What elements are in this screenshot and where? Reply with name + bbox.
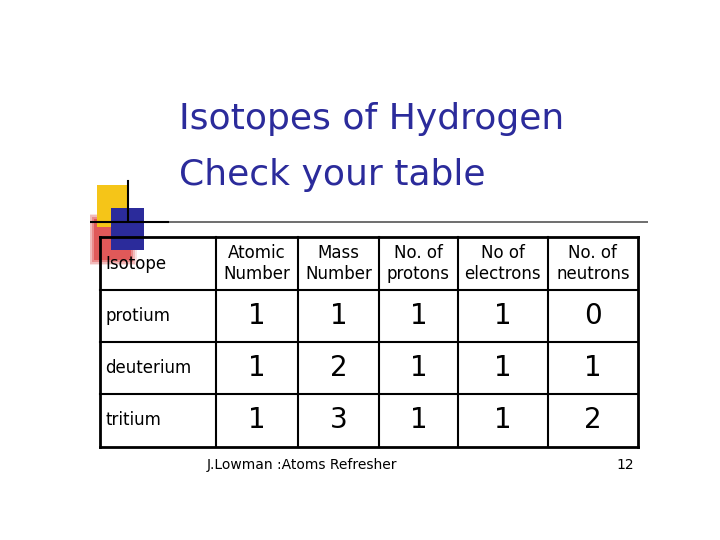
- Text: tritium: tritium: [106, 411, 161, 429]
- Text: No. of
protons: No. of protons: [387, 244, 450, 283]
- Text: protium: protium: [106, 307, 171, 325]
- Text: 1: 1: [494, 302, 512, 330]
- Text: 1: 1: [494, 407, 512, 434]
- Text: 1: 1: [410, 354, 427, 382]
- Text: Mass
Number: Mass Number: [305, 244, 372, 283]
- Text: 1: 1: [248, 407, 266, 434]
- Text: 1: 1: [410, 302, 427, 330]
- Text: J.Lowman :Atoms Refresher: J.Lowman :Atoms Refresher: [207, 458, 397, 472]
- Bar: [94, 219, 131, 260]
- Text: No. of
neutrons: No. of neutrons: [556, 244, 630, 283]
- Text: 1: 1: [248, 354, 266, 382]
- Text: 0: 0: [584, 302, 602, 330]
- Text: 2: 2: [330, 354, 347, 382]
- Bar: [90, 215, 135, 264]
- Text: deuterium: deuterium: [106, 359, 192, 377]
- Text: Check your table: Check your table: [179, 158, 486, 192]
- Text: 1: 1: [494, 354, 512, 382]
- Bar: [88, 214, 138, 265]
- Text: 1: 1: [410, 407, 427, 434]
- Text: Isotope: Isotope: [106, 254, 167, 273]
- Bar: [96, 185, 129, 227]
- Text: 3: 3: [330, 407, 347, 434]
- Text: 1: 1: [330, 302, 347, 330]
- Text: Isotopes of Hydrogen: Isotopes of Hydrogen: [179, 102, 564, 136]
- Bar: [111, 208, 143, 250]
- Text: Atomic
Number: Atomic Number: [224, 244, 290, 283]
- Text: 1: 1: [584, 354, 602, 382]
- Text: 12: 12: [616, 458, 634, 472]
- Text: 1: 1: [248, 302, 266, 330]
- Text: 2: 2: [584, 407, 602, 434]
- Text: No of
electrons: No of electrons: [464, 244, 541, 283]
- Bar: [92, 217, 133, 262]
